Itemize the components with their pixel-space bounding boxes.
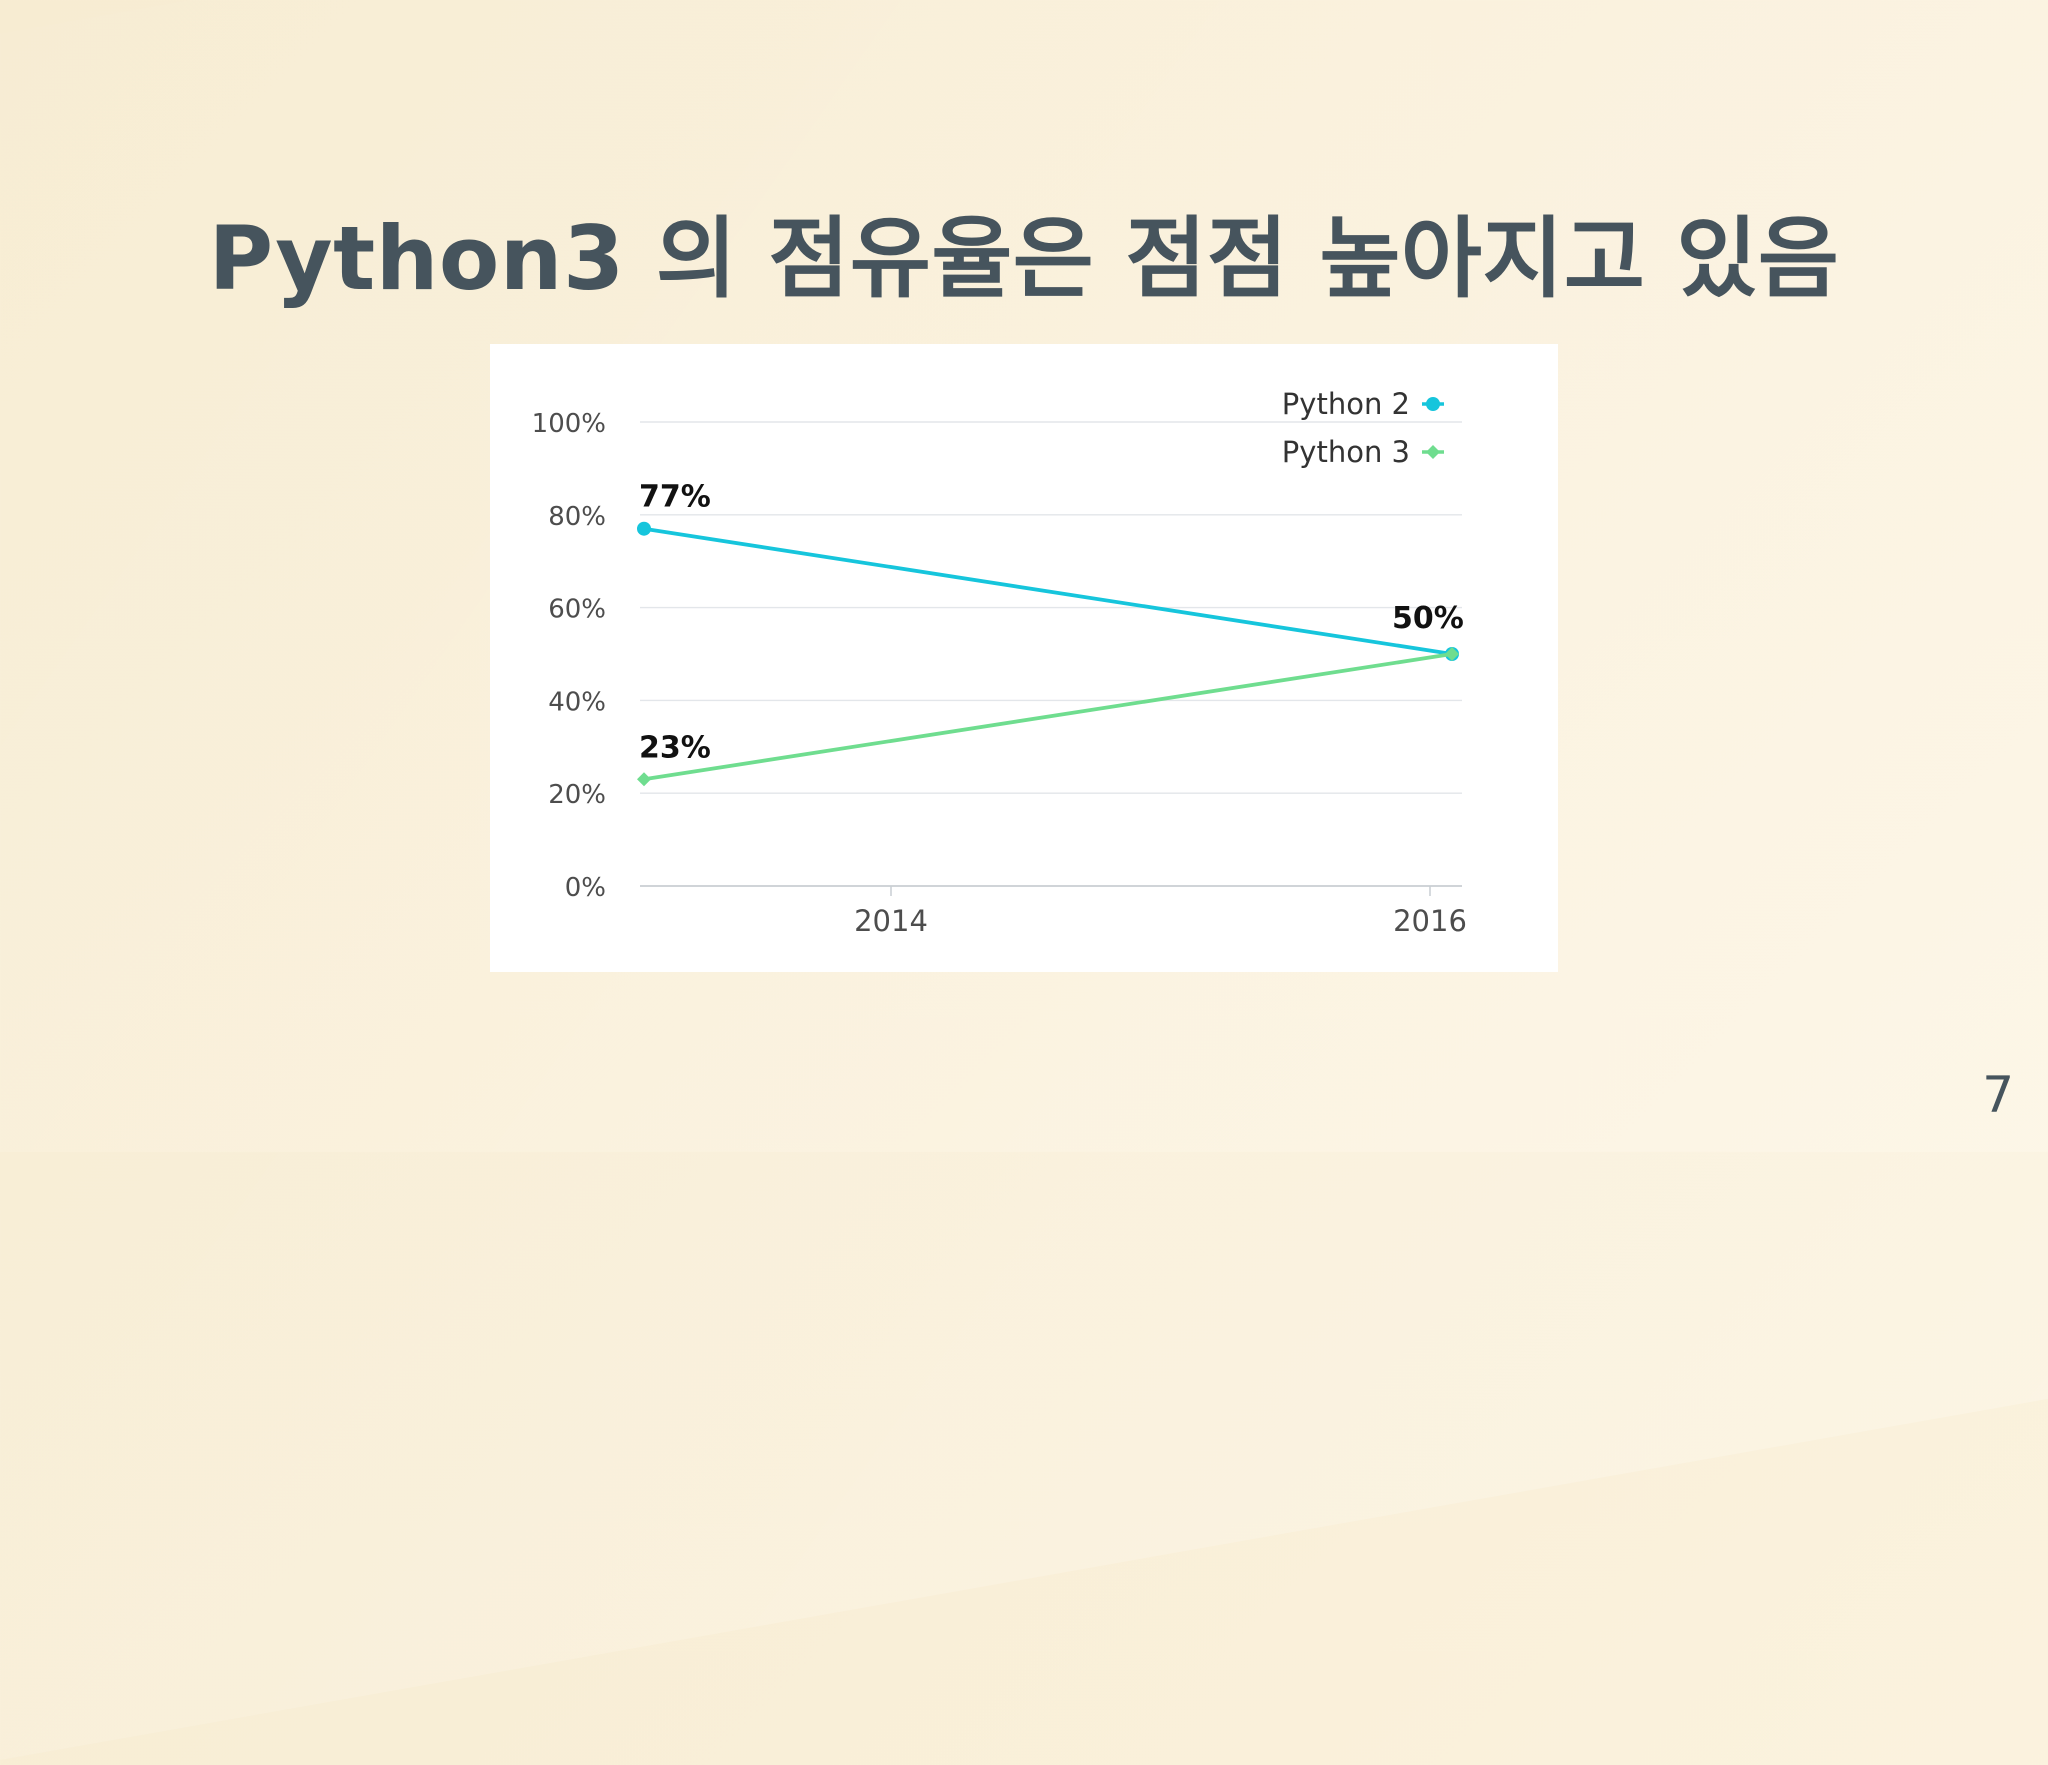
y-tick-label: 0%: [565, 873, 606, 903]
y-tick-label: 60%: [548, 595, 606, 625]
x-tick-label: 2016: [1393, 904, 1467, 938]
data-label: 77%: [639, 480, 711, 515]
data-label: 23%: [639, 730, 711, 765]
series-line: [642, 526, 1454, 656]
y-tick-label: 20%: [548, 780, 606, 810]
page-number: 7: [1982, 1066, 2014, 1124]
series-line: [642, 652, 1454, 782]
data-point: [1445, 647, 1459, 661]
line-chart: 0% 20% 40% 60% 80% 100% 2014 2016 77% 23% 50% Pytho…: [532, 387, 1467, 938]
slide-title: Python3 의 점유율은 점점 높아지고 있음: [208, 207, 1840, 310]
data-point: [637, 521, 651, 536]
chart-card: 0% 20% 40% 60% 80% 100% 2014 2016 77% 23% 50% Pytho…: [490, 344, 1558, 972]
y-tick-label: 100%: [532, 409, 606, 439]
y-tick-label: 80%: [548, 502, 606, 532]
legend-marker: [1426, 397, 1440, 411]
data-label: 50%: [1392, 601, 1464, 636]
legend-label: Python 2: [1282, 387, 1410, 421]
data-point: [637, 772, 651, 787]
legend-marker: [1426, 445, 1440, 459]
legend-label: Python 3: [1282, 435, 1410, 469]
x-tick-label: 2014: [854, 904, 928, 938]
y-tick-label: 40%: [548, 687, 606, 717]
